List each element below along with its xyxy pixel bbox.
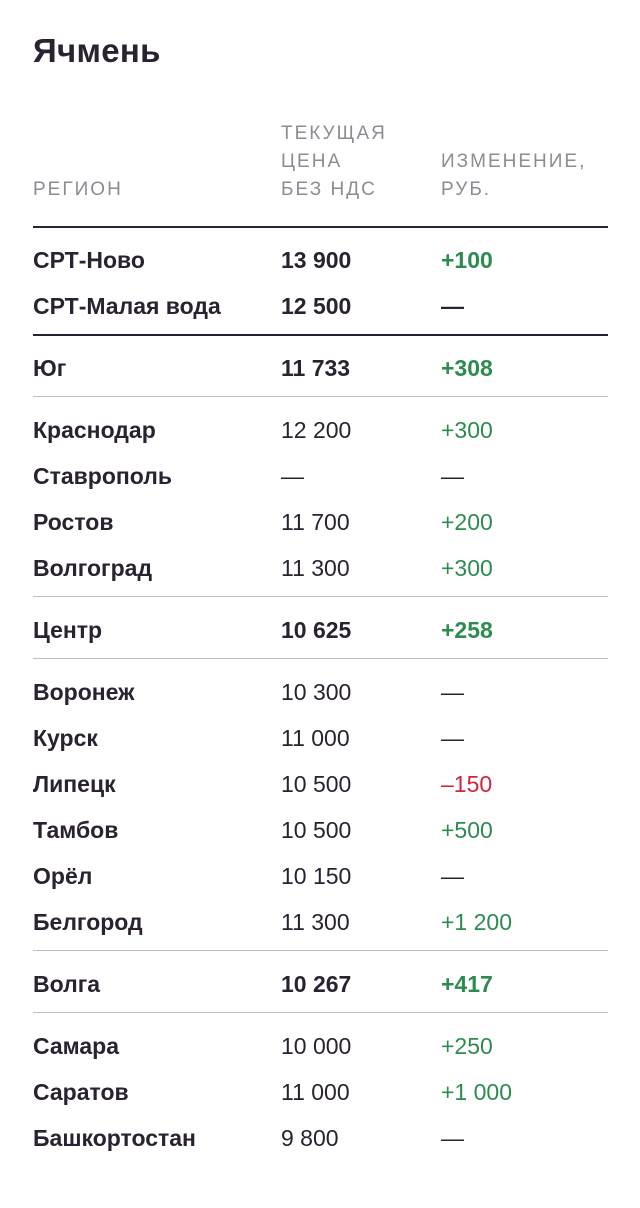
- price-value: 11 300: [281, 909, 350, 935]
- region-name: Самара: [33, 1033, 120, 1059]
- price-value: 11 300: [281, 555, 350, 581]
- price-value: 12 500: [281, 293, 352, 319]
- change-value: +1 200: [441, 909, 512, 935]
- price-value: 11 733: [281, 355, 351, 381]
- region-name: Краснодар: [33, 417, 156, 443]
- change-value: +417: [441, 971, 493, 997]
- change-value: —: [441, 1125, 464, 1151]
- table-row: Самара 10 000 +250: [0, 1023, 640, 1069]
- table-row: Тамбов 10 500 +500: [0, 807, 640, 853]
- region-name: Волга: [33, 971, 101, 997]
- table-row: СРТ-Ново 13 900 +100: [0, 237, 640, 283]
- table-row: Ростов 11 700 +200: [0, 499, 640, 545]
- page-title: Ячмень: [33, 32, 161, 69]
- section-divider: [33, 596, 608, 597]
- header-region: РЕГИОН: [33, 179, 123, 200]
- header-price: ТЕКУЩАЯ ЦЕНА БЕЗ НДС: [281, 123, 387, 200]
- change-value: —: [441, 679, 464, 705]
- price-value: 10 500: [281, 771, 352, 797]
- region-name: Курск: [33, 725, 98, 751]
- table-row: Центр 10 625 +258: [0, 607, 640, 653]
- change-value: +500: [441, 817, 493, 843]
- table-row: Волга 10 267 +417: [0, 961, 640, 1007]
- change-value: +250: [441, 1033, 493, 1059]
- region-name: Воронеж: [33, 679, 135, 705]
- section-divider: [33, 396, 608, 397]
- change-value: +258: [441, 617, 493, 643]
- price-value: 9 800: [281, 1125, 339, 1151]
- change-value: +100: [441, 247, 493, 273]
- region-name: Липецк: [33, 771, 116, 797]
- region-name: Башкортостан: [33, 1125, 196, 1151]
- table-row: Курск 11 000 —: [0, 715, 640, 761]
- change-value: +300: [441, 555, 493, 581]
- region-name: СРТ-Малая вода: [33, 293, 221, 319]
- table-row: Юг 11 733 +308: [0, 345, 640, 391]
- price-value: 12 200: [281, 417, 352, 443]
- change-value: –150: [441, 771, 493, 797]
- price-value: 10 000: [281, 1033, 352, 1059]
- change-value: +1 000: [441, 1079, 512, 1105]
- change-value: —: [441, 293, 464, 319]
- change-value: —: [441, 863, 464, 889]
- price-value: 10 267: [281, 971, 352, 997]
- table-row: Краснодар 12 200 +300: [0, 407, 640, 453]
- change-value: +308: [441, 355, 493, 381]
- price-value: 11 000: [281, 725, 350, 751]
- table-row: Белгород 11 300 +1 200: [0, 899, 640, 945]
- table-row: Саратов 11 000 +1 000: [0, 1069, 640, 1115]
- region-name: Орёл: [33, 863, 93, 889]
- table-header: РЕГИОН ТЕКУЩАЯ ЦЕНА БЕЗ НДС ИЗМЕНЕНИЕ, Р…: [0, 110, 640, 210]
- header-change: ИЗМЕНЕНИЕ, РУБ.: [441, 151, 587, 200]
- region-name: Саратов: [33, 1079, 129, 1105]
- section-divider: [33, 658, 608, 659]
- price-value: 11 700: [281, 509, 350, 535]
- price-value: 10 300: [281, 679, 352, 705]
- price-value: 10 500: [281, 817, 352, 843]
- region-name: Белгород: [33, 909, 143, 935]
- section-divider: [33, 334, 608, 336]
- region-name: Ростов: [33, 509, 114, 535]
- region-name: Волгоград: [33, 555, 153, 581]
- header-divider: [33, 226, 608, 228]
- change-value: +200: [441, 509, 493, 535]
- region-name: Юг: [33, 355, 67, 381]
- section-divider: [33, 1012, 608, 1013]
- region-name: СРТ-Ново: [33, 247, 145, 273]
- change-value: —: [441, 725, 464, 751]
- table-row: Воронеж 10 300 —: [0, 669, 640, 715]
- price-value: 10 625: [281, 617, 352, 643]
- region-name: Тамбов: [33, 817, 119, 843]
- region-name: Центр: [33, 617, 103, 643]
- price-value: 11 000: [281, 1079, 350, 1105]
- table-row: Орёл 10 150 —: [0, 853, 640, 899]
- change-value: +300: [441, 417, 493, 443]
- table-row: СРТ-Малая вода 12 500 —: [0, 283, 640, 329]
- table-row: Ставрополь — —: [0, 453, 640, 499]
- region-name: Ставрополь: [33, 463, 173, 489]
- price-value: 10 150: [281, 863, 352, 889]
- section-divider: [33, 950, 608, 951]
- change-value: —: [441, 463, 464, 489]
- table-row: Липецк 10 500 –150: [0, 761, 640, 807]
- table-row: Башкортостан 9 800 —: [0, 1115, 640, 1161]
- price-value: —: [281, 463, 304, 489]
- table-row: Волгоград 11 300 +300: [0, 545, 640, 591]
- price-value: 13 900: [281, 247, 352, 273]
